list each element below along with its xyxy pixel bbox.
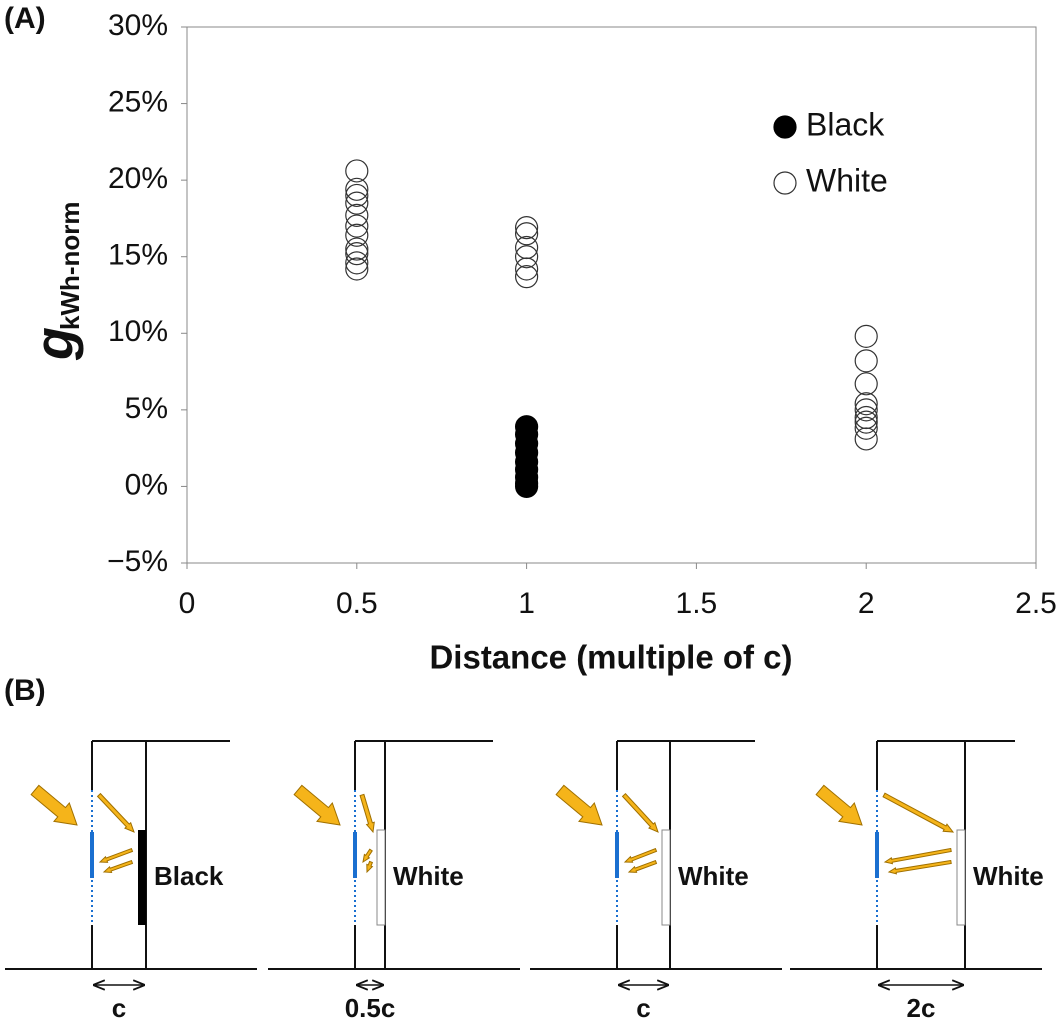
legend-label: Black (806, 106, 885, 142)
diagram: White 2c (790, 740, 1044, 1023)
panel-label: (B) (4, 674, 46, 707)
distance-label: c (636, 993, 650, 1023)
surface (661, 829, 671, 926)
data-point (345, 257, 369, 281)
data-point (345, 159, 369, 183)
data-point (345, 214, 369, 238)
legend-marker (773, 171, 797, 195)
x-tick-label: 0.5 (336, 587, 378, 620)
x-tick-label: 0 (179, 587, 196, 620)
y-tick-label: 0% (125, 468, 168, 501)
panel-label: (A) (4, 2, 46, 35)
data-point (514, 265, 539, 289)
surface-label: Black (154, 861, 224, 891)
data-point (854, 392, 878, 416)
y-tick-label: 20% (108, 162, 168, 195)
surface-label: White (393, 861, 464, 891)
diagram: White 0.5c (268, 740, 520, 1023)
y-tick-label: 15% (108, 239, 168, 272)
x-tick-label: 2 (858, 587, 875, 620)
legend-label: White (806, 162, 888, 198)
light-arrow (96, 792, 135, 833)
data-point (345, 251, 369, 275)
data-point (345, 242, 369, 266)
light-arrow (293, 784, 341, 826)
light-arrow (623, 847, 658, 863)
light-arrow (98, 847, 134, 863)
y-tick-label: 25% (108, 85, 168, 118)
light-arrow (359, 793, 375, 834)
surface (138, 830, 146, 925)
data-point (345, 191, 369, 215)
x-axis-label: Distance (multiple of c) (429, 639, 792, 676)
light-arrow (555, 784, 603, 826)
y-tick-label: −5% (107, 545, 168, 578)
light-arrow (882, 792, 955, 833)
x-tick-label: 1 (518, 587, 535, 620)
legend-marker (773, 115, 797, 139)
y-tick-label: 30% (108, 9, 168, 42)
distance-label: 2c (907, 993, 936, 1023)
light-arrow (627, 859, 658, 873)
light-arrow (362, 848, 373, 864)
data-point (514, 257, 539, 281)
data-point (514, 222, 539, 246)
y-axis-label-main: g (24, 327, 84, 361)
x-tick-label: 1.5 (676, 587, 718, 620)
data-point (514, 235, 539, 260)
data-point (854, 410, 878, 434)
surface-label: White (678, 861, 749, 891)
surface-label: White (973, 861, 1044, 891)
data-point (854, 324, 878, 348)
data-point (514, 245, 539, 269)
diagram: Black c (5, 740, 257, 1023)
data-point (345, 177, 369, 201)
plot-frame (186, 26, 1037, 564)
light-arrow (102, 859, 134, 874)
surface (956, 829, 966, 926)
light-arrow (815, 784, 863, 826)
distance-label: 0.5c (345, 993, 396, 1023)
y-tick-label: 5% (125, 392, 168, 425)
diagram: White c (530, 740, 782, 1023)
data-point (345, 223, 369, 247)
data-point (854, 427, 878, 451)
x-tick-label: 2.5 (1015, 587, 1057, 620)
light-arrow (621, 792, 659, 833)
data-point (854, 349, 878, 373)
data-point (854, 372, 878, 396)
y-tick-label: 10% (108, 315, 168, 348)
data-point (345, 183, 369, 208)
distance-label: c (112, 993, 126, 1023)
data-point (854, 416, 878, 440)
surface (376, 829, 386, 926)
light-arrow (887, 859, 952, 875)
light-arrow (366, 860, 374, 874)
data-point (514, 216, 539, 240)
y-axis-label-sub: kWh-norm (55, 201, 85, 330)
data-point (854, 398, 878, 422)
data-point (345, 237, 369, 261)
light-arrow (883, 847, 952, 865)
light-arrow (30, 784, 78, 826)
data-point (345, 203, 369, 227)
data-point (514, 474, 539, 499)
